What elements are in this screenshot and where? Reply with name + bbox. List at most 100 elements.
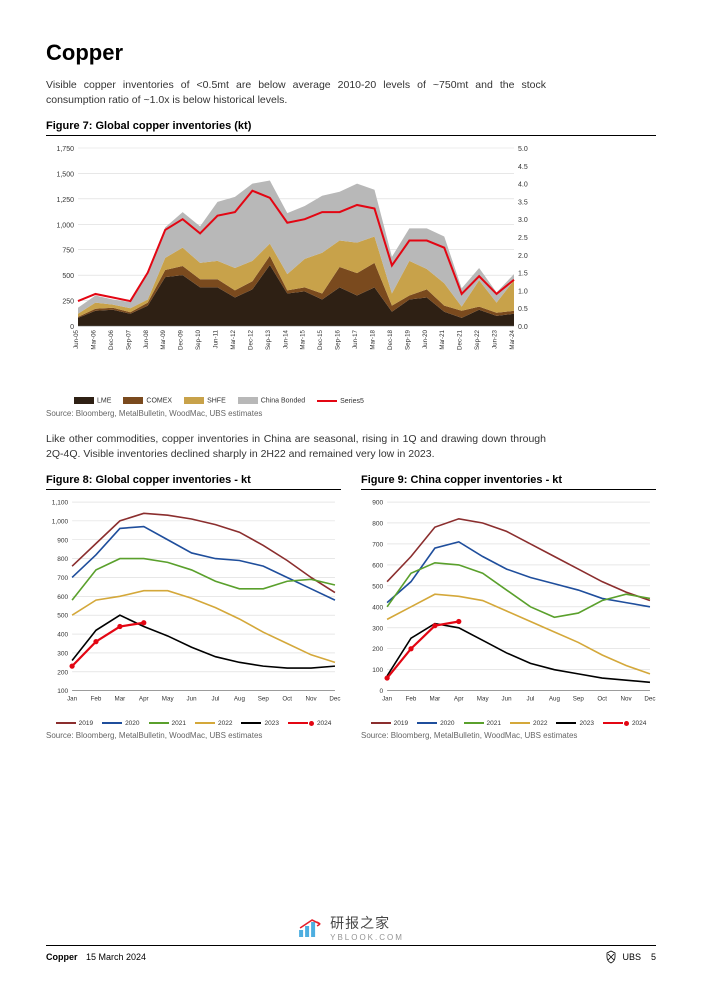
svg-text:Jun-11: Jun-11: [213, 330, 220, 349]
svg-text:Aug: Aug: [549, 696, 561, 703]
svg-text:5.0: 5.0: [518, 146, 528, 153]
svg-text:900: 900: [372, 500, 383, 507]
svg-text:600: 600: [57, 594, 68, 601]
watermark: 研报之家 YBLOOK.COM: [298, 913, 404, 942]
svg-text:Dec-21: Dec-21: [457, 330, 464, 351]
svg-text:Dec: Dec: [644, 696, 655, 703]
svg-text:1,100: 1,100: [52, 500, 69, 507]
svg-text:1.0: 1.0: [518, 289, 528, 296]
svg-text:Jun: Jun: [502, 696, 513, 703]
fig7-source: Source: Bloomberg, MetalBulletin, WoodMa…: [46, 409, 656, 418]
svg-text:Jun-05: Jun-05: [73, 330, 80, 349]
fig9-title: Figure 9: China copper inventories - kt: [361, 474, 656, 486]
svg-text:Feb: Feb: [406, 696, 417, 703]
svg-text:4.5: 4.5: [518, 164, 528, 171]
footer-page: 5: [651, 952, 656, 962]
svg-text:800: 800: [57, 556, 68, 563]
chart9-legend: 201920202021202220232024: [361, 712, 656, 727]
svg-text:100: 100: [57, 688, 68, 695]
svg-text:Dec: Dec: [329, 696, 340, 703]
svg-text:Aug: Aug: [234, 696, 246, 703]
fig8-chart: 1002003004005006007008009001,0001,100Jan…: [46, 496, 341, 727]
svg-text:Mar: Mar: [115, 696, 126, 703]
svg-text:800: 800: [372, 521, 383, 528]
svg-text:600: 600: [372, 563, 383, 570]
intro-paragraph: Visible copper inventories of <0.5mt are…: [46, 78, 546, 108]
svg-text:Feb: Feb: [91, 696, 102, 703]
svg-text:Mar-06: Mar-06: [90, 330, 97, 350]
svg-text:200: 200: [57, 670, 68, 677]
svg-text:Dec-06: Dec-06: [108, 330, 115, 351]
svg-text:Nov: Nov: [306, 696, 318, 703]
fig9-chart: 0100200300400500600700800900JanFebMarApr…: [361, 496, 656, 727]
svg-text:4.0: 4.0: [518, 182, 528, 189]
svg-text:Jun-14: Jun-14: [282, 330, 289, 349]
svg-text:100: 100: [372, 667, 383, 674]
figure-7: Figure 7: Global copper inventories (kt)…: [46, 120, 656, 417]
footer-date: 15 March 2024: [86, 952, 146, 962]
ubs-logo-icon: [604, 950, 618, 964]
page-title: Copper: [46, 40, 656, 66]
svg-text:Jun-17: Jun-17: [352, 330, 359, 349]
svg-text:200: 200: [372, 646, 383, 653]
svg-text:Jul: Jul: [212, 696, 220, 703]
svg-text:300: 300: [57, 651, 68, 658]
svg-text:Mar-21: Mar-21: [439, 330, 446, 350]
svg-text:500: 500: [62, 274, 74, 281]
svg-text:Dec-09: Dec-09: [178, 330, 185, 351]
svg-text:300: 300: [372, 626, 383, 633]
figure-9: Figure 9: China copper inventories - kt …: [361, 474, 656, 740]
svg-text:Mar-09: Mar-09: [160, 330, 167, 350]
svg-text:Sep-10: Sep-10: [195, 330, 202, 351]
svg-text:Dec-18: Dec-18: [387, 330, 394, 351]
svg-text:2.5: 2.5: [518, 235, 528, 242]
svg-text:Sep-22: Sep-22: [474, 330, 481, 351]
svg-text:1,750: 1,750: [56, 146, 74, 153]
svg-text:0.5: 0.5: [518, 307, 528, 314]
svg-text:Sep: Sep: [258, 696, 270, 703]
svg-text:May: May: [162, 696, 175, 703]
footer-brand: UBS: [622, 952, 641, 962]
fig7-chart: 02505007501,0001,2501,5001,7500.00.51.01…: [46, 142, 656, 404]
svg-text:Apr: Apr: [454, 696, 464, 703]
svg-text:250: 250: [62, 299, 74, 306]
svg-text:Mar-12: Mar-12: [230, 330, 237, 350]
figure-8: Figure 8: Global copper inventories - kt…: [46, 474, 341, 740]
svg-text:Nov: Nov: [621, 696, 633, 703]
footer-title: Copper: [46, 952, 78, 962]
svg-text:Dec-15: Dec-15: [317, 330, 324, 351]
svg-text:900: 900: [57, 537, 68, 544]
svg-text:1,000: 1,000: [56, 223, 74, 230]
svg-text:Jan: Jan: [67, 696, 78, 703]
svg-text:Jun-20: Jun-20: [422, 330, 429, 349]
svg-text:Sep-16: Sep-16: [335, 330, 342, 351]
svg-text:Jul: Jul: [527, 696, 535, 703]
svg-text:Dec-12: Dec-12: [247, 330, 254, 351]
svg-text:700: 700: [57, 575, 68, 582]
svg-text:1,000: 1,000: [52, 519, 69, 526]
fig9-rule: [361, 489, 656, 490]
svg-text:1.5: 1.5: [518, 271, 528, 278]
svg-text:400: 400: [372, 605, 383, 612]
svg-text:0: 0: [379, 688, 383, 695]
svg-text:Sep: Sep: [573, 696, 585, 703]
svg-text:1,250: 1,250: [56, 197, 74, 204]
svg-text:3.0: 3.0: [518, 218, 528, 225]
svg-text:Mar-24: Mar-24: [509, 330, 516, 350]
svg-text:Jun-08: Jun-08: [143, 330, 150, 349]
svg-text:Oct: Oct: [597, 696, 607, 703]
svg-text:500: 500: [372, 584, 383, 591]
page-footer: Copper 15 March 2024 UBS 5: [46, 945, 656, 964]
svg-text:700: 700: [372, 542, 383, 549]
svg-text:Jan: Jan: [382, 696, 393, 703]
watermark-icon: [298, 918, 324, 938]
svg-text:Sep-07: Sep-07: [125, 330, 132, 351]
fig8-rule: [46, 489, 341, 490]
svg-text:Jun-23: Jun-23: [492, 330, 499, 349]
svg-text:Oct: Oct: [282, 696, 292, 703]
svg-text:400: 400: [57, 632, 68, 639]
svg-text:Mar-15: Mar-15: [300, 330, 307, 350]
fig7-rule: [46, 135, 656, 136]
fig7-title: Figure 7: Global copper inventories (kt): [46, 120, 656, 132]
chart8-legend: 201920202021202220232024: [46, 712, 341, 727]
